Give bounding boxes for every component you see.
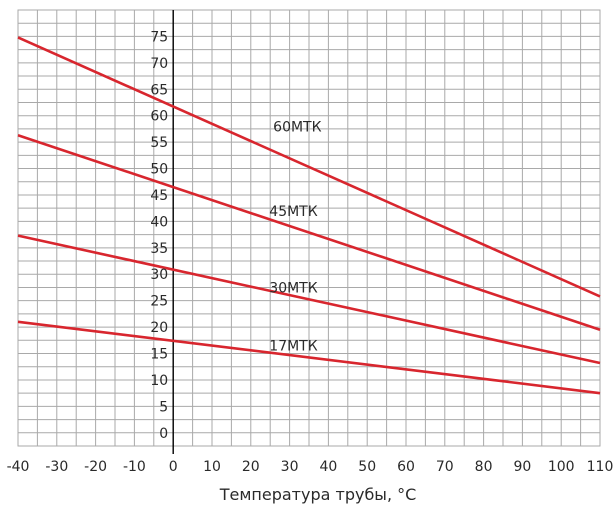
x-tick-label: 40 xyxy=(319,459,337,475)
x-tick-label: 80 xyxy=(475,459,493,475)
y-tick-labels: 0 5 10 15 20 25 30 35 40 45 50 55 60 65 70 75 xyxy=(150,29,168,441)
series-label-30МТК: 30МТК xyxy=(269,280,317,296)
y-tick-label: 50 xyxy=(150,162,168,178)
x-tick-label: 90 xyxy=(513,459,531,475)
x-tick-labels: -40 -30 -20 -10 0 10 20 30 40 50 60 70 80 90 100 110 xyxy=(7,459,613,475)
x-tick-label: 50 xyxy=(358,459,376,475)
x-tick-label: 10 xyxy=(203,459,221,475)
y-tick-label: 0 xyxy=(159,426,168,442)
x-tick-label: 30 xyxy=(281,459,299,475)
y-tick-label: 40 xyxy=(150,214,168,230)
x-axis-title: Температура трубы, °C xyxy=(219,485,417,504)
y-tick-label: 15 xyxy=(150,347,168,363)
x-tick-label: 110 xyxy=(587,459,613,475)
series-line-17МТК xyxy=(17,320,601,395)
y-tick-label: 25 xyxy=(150,294,168,310)
series-label-17МТК: 17МТК xyxy=(269,339,317,355)
series-line-45МТК xyxy=(17,134,601,331)
x-tick-label: 20 xyxy=(242,459,260,475)
x-tick-label: 100 xyxy=(548,459,575,475)
x-tick-label: -30 xyxy=(45,459,68,475)
series-label-60МТК: 60МТК xyxy=(273,119,321,135)
y-tick-label: 75 xyxy=(150,29,168,45)
y-tick-label: 35 xyxy=(150,241,168,257)
series-label-45МТК: 45МТК xyxy=(269,204,317,220)
y-tick-label: 60 xyxy=(150,109,168,125)
x-tick-label: -20 xyxy=(84,459,107,475)
x-tick-label: 70 xyxy=(436,459,454,475)
y-tick-label: 10 xyxy=(150,373,168,389)
series-line-30МТК xyxy=(17,234,601,365)
y-tick-label: 20 xyxy=(150,320,168,336)
x-tick-label: 0 xyxy=(169,459,178,475)
x-tick-label: -10 xyxy=(123,459,146,475)
x-tick-label: 60 xyxy=(397,459,415,475)
x-tick-label: -40 xyxy=(7,459,30,475)
series-group xyxy=(17,36,601,395)
series-labels: 60МТК 45МТК 30МТК 17МТК xyxy=(269,119,321,354)
y-tick-label: 5 xyxy=(159,399,168,415)
y-tick-label: 70 xyxy=(150,56,168,72)
y-tick-label: 45 xyxy=(150,188,168,204)
series-line-60МТК xyxy=(17,36,601,298)
y-tick-label: 30 xyxy=(150,267,168,283)
y-tick-label: 65 xyxy=(150,82,168,98)
plot-frame xyxy=(17,9,601,447)
y-tick-label: 55 xyxy=(150,135,168,151)
